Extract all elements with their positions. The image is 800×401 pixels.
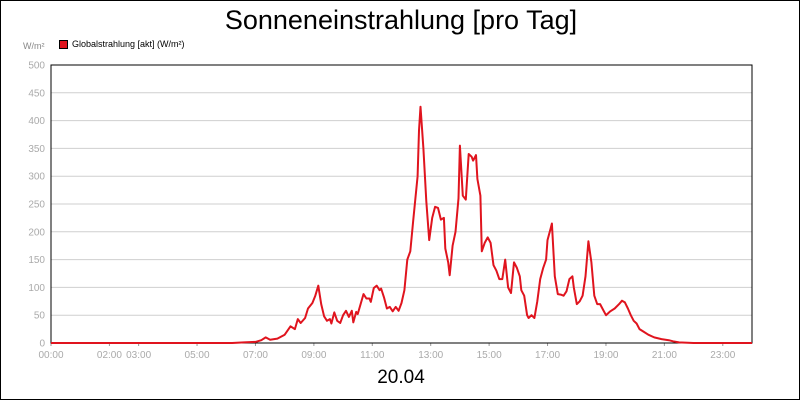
x-tick-label: 07:00	[243, 350, 268, 361]
x-tick-label: 19:00	[593, 350, 618, 361]
x-tick-label: 00:00	[38, 350, 63, 361]
legend-swatch	[59, 39, 68, 49]
plot-border	[50, 64, 753, 344]
x-tick-label: 21:00	[652, 350, 677, 361]
x-tick-label: 09:00	[301, 350, 326, 361]
legend: Globalstrahlung [akt] (W/m²)	[59, 39, 185, 49]
series-line-0	[51, 105, 752, 344]
y-axis-unit: W/m²	[23, 41, 45, 51]
x-tick-label: 13:00	[418, 350, 443, 361]
y-tick-label: 50	[34, 311, 46, 322]
date-label: 20.04	[377, 367, 425, 388]
y-tick-label: 500	[28, 61, 45, 72]
y-tick-label: 450	[28, 88, 45, 99]
y-tick-label: 200	[28, 227, 45, 238]
x-tick-label: 11:00	[360, 350, 385, 361]
x-tick-label: 03:00	[126, 350, 151, 361]
y-tick-label: 300	[28, 172, 45, 183]
y-tick-label: 400	[28, 116, 45, 127]
legend-label: Globalstrahlung [akt] (W/m²)	[72, 39, 185, 49]
y-tick-label: 250	[28, 200, 45, 211]
x-tick-label: 15:00	[477, 350, 502, 361]
x-tick-label: 23:00	[710, 350, 735, 361]
y-tick-label: 350	[28, 144, 45, 155]
chart-title: Sonneneinstrahlung [pro Tag]	[224, 5, 578, 35]
x-tick-label: 17:00	[535, 350, 560, 361]
y-tick-label: 150	[28, 255, 45, 266]
y-tick-label: 100	[28, 283, 45, 294]
x-tick-label: 02:00	[97, 350, 122, 361]
x-tick-label: 05:00	[185, 350, 210, 361]
y-tick-label: 0	[39, 339, 45, 350]
